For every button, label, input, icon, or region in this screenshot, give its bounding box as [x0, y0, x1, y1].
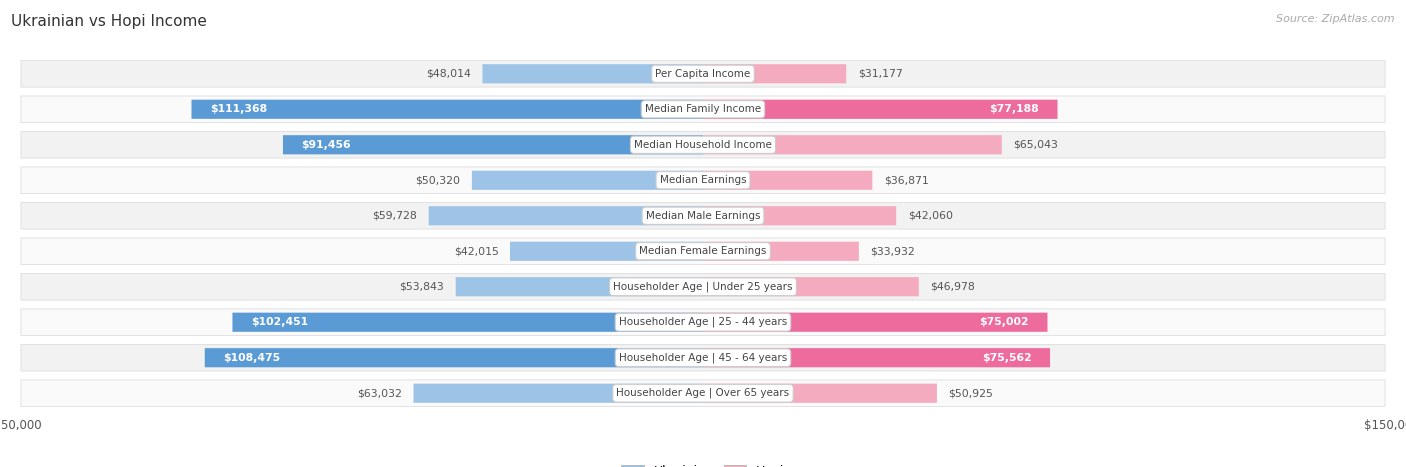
- FancyBboxPatch shape: [21, 309, 1385, 335]
- FancyBboxPatch shape: [703, 206, 896, 226]
- FancyBboxPatch shape: [205, 348, 703, 368]
- Text: Source: ZipAtlas.com: Source: ZipAtlas.com: [1277, 14, 1395, 24]
- FancyBboxPatch shape: [703, 170, 872, 190]
- Text: $53,843: $53,843: [399, 282, 444, 292]
- Text: $31,177: $31,177: [858, 69, 903, 79]
- Legend: Ukrainian, Hopi: Ukrainian, Hopi: [616, 460, 790, 467]
- Text: $42,060: $42,060: [908, 211, 953, 221]
- Text: Median Family Income: Median Family Income: [645, 104, 761, 114]
- Text: $50,925: $50,925: [949, 388, 993, 398]
- FancyBboxPatch shape: [703, 64, 846, 84]
- FancyBboxPatch shape: [413, 383, 703, 403]
- FancyBboxPatch shape: [21, 274, 1385, 300]
- Text: $59,728: $59,728: [373, 211, 418, 221]
- FancyBboxPatch shape: [703, 312, 1047, 332]
- FancyBboxPatch shape: [191, 99, 703, 119]
- Text: Householder Age | Over 65 years: Householder Age | Over 65 years: [616, 388, 790, 398]
- Text: Median Earnings: Median Earnings: [659, 175, 747, 185]
- FancyBboxPatch shape: [283, 135, 703, 155]
- Text: $75,562: $75,562: [981, 353, 1032, 363]
- Text: $102,451: $102,451: [250, 317, 308, 327]
- FancyBboxPatch shape: [21, 132, 1385, 158]
- FancyBboxPatch shape: [429, 206, 703, 226]
- FancyBboxPatch shape: [21, 167, 1385, 193]
- Text: Householder Age | 45 - 64 years: Householder Age | 45 - 64 years: [619, 353, 787, 363]
- FancyBboxPatch shape: [21, 380, 1385, 406]
- Text: $48,014: $48,014: [426, 69, 471, 79]
- Text: Ukrainian vs Hopi Income: Ukrainian vs Hopi Income: [11, 14, 207, 29]
- FancyBboxPatch shape: [703, 241, 859, 261]
- Text: $65,043: $65,043: [1014, 140, 1059, 150]
- Text: $91,456: $91,456: [301, 140, 352, 150]
- FancyBboxPatch shape: [21, 345, 1385, 371]
- FancyBboxPatch shape: [703, 135, 1001, 155]
- Text: Median Male Earnings: Median Male Earnings: [645, 211, 761, 221]
- FancyBboxPatch shape: [703, 277, 918, 297]
- Text: Median Household Income: Median Household Income: [634, 140, 772, 150]
- Text: $46,978: $46,978: [931, 282, 974, 292]
- FancyBboxPatch shape: [21, 61, 1385, 87]
- FancyBboxPatch shape: [456, 277, 703, 297]
- FancyBboxPatch shape: [472, 170, 703, 190]
- FancyBboxPatch shape: [703, 348, 1050, 368]
- FancyBboxPatch shape: [21, 203, 1385, 229]
- Text: $108,475: $108,475: [224, 353, 280, 363]
- Text: Median Female Earnings: Median Female Earnings: [640, 246, 766, 256]
- Text: $75,002: $75,002: [980, 317, 1029, 327]
- Text: $111,368: $111,368: [209, 104, 267, 114]
- FancyBboxPatch shape: [703, 383, 936, 403]
- FancyBboxPatch shape: [21, 238, 1385, 264]
- Text: $77,188: $77,188: [990, 104, 1039, 114]
- FancyBboxPatch shape: [510, 241, 703, 261]
- Text: $36,871: $36,871: [884, 175, 928, 185]
- FancyBboxPatch shape: [703, 99, 1057, 119]
- Text: Per Capita Income: Per Capita Income: [655, 69, 751, 79]
- Text: Householder Age | Under 25 years: Householder Age | Under 25 years: [613, 282, 793, 292]
- Text: $33,932: $33,932: [870, 246, 915, 256]
- Text: $42,015: $42,015: [454, 246, 499, 256]
- Text: Householder Age | 25 - 44 years: Householder Age | 25 - 44 years: [619, 317, 787, 327]
- FancyBboxPatch shape: [482, 64, 703, 84]
- FancyBboxPatch shape: [21, 96, 1385, 123]
- FancyBboxPatch shape: [232, 312, 703, 332]
- Text: $50,320: $50,320: [415, 175, 460, 185]
- Text: $63,032: $63,032: [357, 388, 402, 398]
